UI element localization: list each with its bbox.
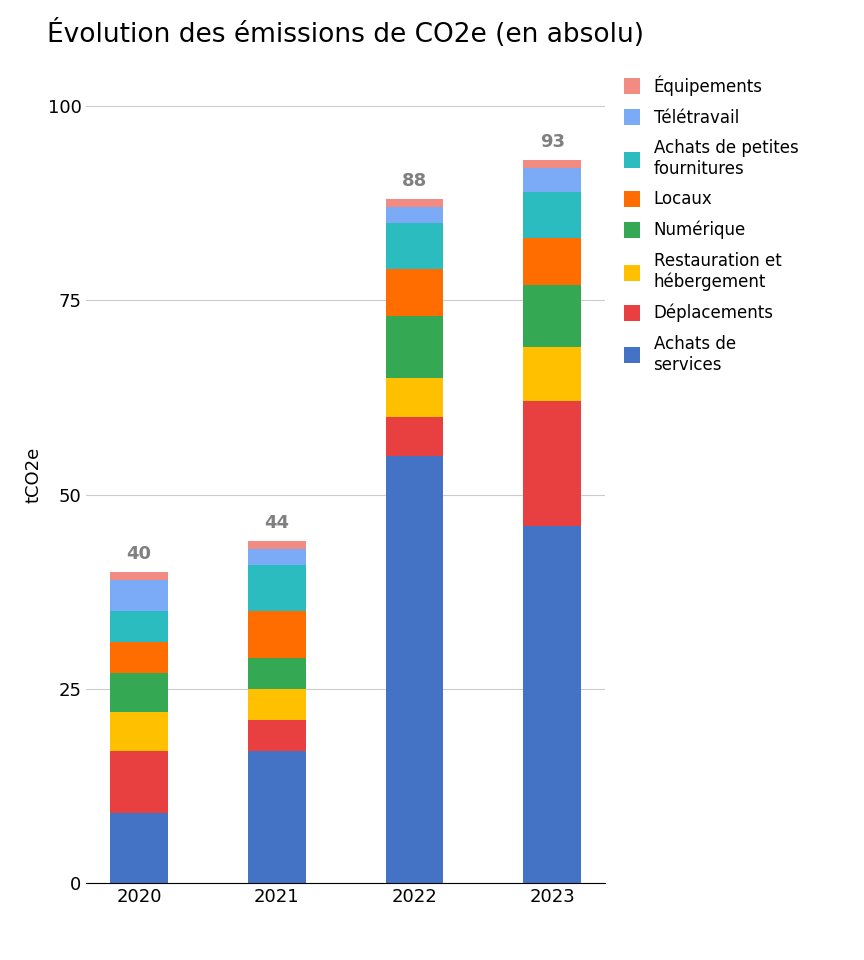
Text: 40: 40 (126, 545, 151, 563)
Bar (385, 378, 443, 417)
Bar (110, 813, 168, 883)
Bar (110, 612, 168, 642)
Bar (248, 751, 306, 883)
Bar (524, 526, 581, 883)
Bar (385, 223, 443, 269)
Bar (110, 572, 168, 580)
Bar (524, 347, 581, 401)
Bar (385, 207, 443, 223)
Bar (524, 285, 581, 347)
Y-axis label: tCO2e: tCO2e (24, 447, 42, 503)
Text: 88: 88 (402, 172, 427, 190)
Bar (110, 751, 168, 813)
Text: 44: 44 (264, 514, 289, 532)
Bar (110, 712, 168, 751)
Bar (385, 316, 443, 378)
Bar (524, 238, 581, 285)
Legend: Équipements, Télétravail, Achats de petites
fournitures, Locaux, Numérique, Rest: Équipements, Télétravail, Achats de peti… (624, 76, 798, 373)
Bar (248, 549, 306, 564)
Bar (524, 192, 581, 238)
Bar (248, 720, 306, 751)
Bar (524, 160, 581, 168)
Bar (248, 564, 306, 612)
Bar (385, 417, 443, 456)
Bar (248, 541, 306, 549)
Bar (524, 168, 581, 192)
Bar (110, 673, 168, 712)
Bar (385, 200, 443, 207)
Bar (248, 612, 306, 658)
Bar (110, 580, 168, 612)
Bar (385, 456, 443, 883)
Bar (248, 658, 306, 689)
Bar (110, 642, 168, 673)
Bar (385, 269, 443, 316)
Text: 93: 93 (540, 133, 565, 151)
Title: Évolution des émissions de CO2e (en absolu): Évolution des émissions de CO2e (en abso… (48, 19, 644, 48)
Bar (524, 401, 581, 526)
Bar (248, 689, 306, 720)
